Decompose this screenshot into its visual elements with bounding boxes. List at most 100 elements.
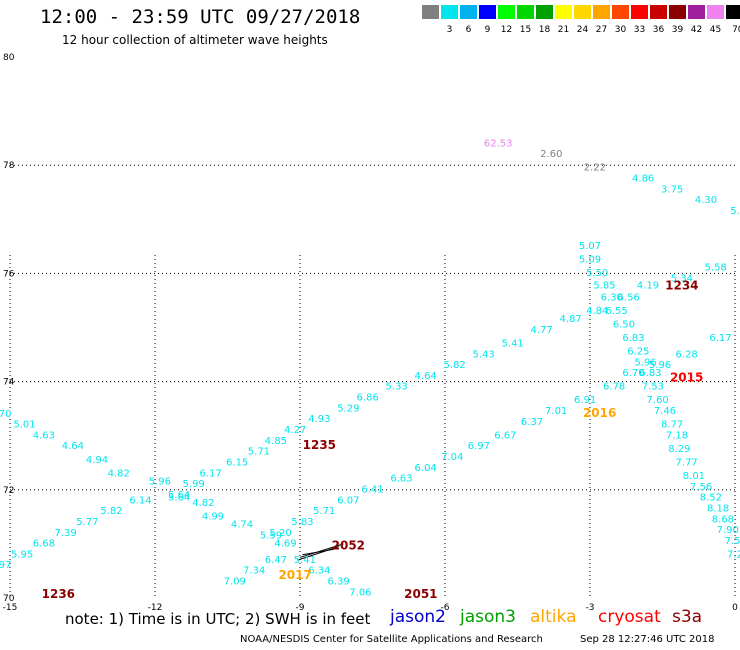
scale-label: 39 xyxy=(671,25,684,35)
swh-value: 7.46 xyxy=(654,406,676,417)
scale-label: 45 xyxy=(709,25,722,35)
swh-value: 5.71 xyxy=(313,506,335,517)
swh-value: 4.30 xyxy=(695,195,717,206)
swh-value: 5.96 xyxy=(149,476,171,487)
swh-value: 5.97 xyxy=(0,560,11,571)
lon-tick-label: -9 xyxy=(296,603,305,613)
scale-swatch xyxy=(555,5,572,19)
lat-tick-label: 74 xyxy=(3,378,15,388)
swh-value: 6.47 xyxy=(265,555,287,566)
swh-value: 5.96 xyxy=(634,357,656,368)
swh-value: 5.59 xyxy=(260,530,282,541)
swh-value: 6.30 xyxy=(601,292,623,303)
scale-label: 70 (ft) xyxy=(732,25,740,35)
swh-value: 8.52 xyxy=(700,493,722,504)
scale-label: 21 xyxy=(557,25,570,35)
scale-swatch xyxy=(612,5,629,19)
swh-value: 6.34 xyxy=(308,566,330,577)
scale-label: 15 xyxy=(519,25,532,35)
swh-value: 8.01 xyxy=(683,471,705,482)
scale-swatch xyxy=(460,5,477,19)
swh-value: 5.41 xyxy=(294,555,316,566)
swh-value: 6.14 xyxy=(129,495,151,506)
lon-tick-label: 0 xyxy=(732,603,738,613)
scale-swatch xyxy=(688,5,705,19)
lat-tick-label: 78 xyxy=(3,161,15,171)
scale-label: 36 xyxy=(652,25,665,35)
swh-value: 7.06 xyxy=(349,587,371,598)
swh-value: 2.22 xyxy=(584,163,606,174)
swh-value: 4.85 xyxy=(265,436,287,447)
satellite-jason3: jason3 xyxy=(460,607,516,627)
swh-value: 6.28 xyxy=(676,349,698,360)
swh-value: 4.74 xyxy=(231,520,253,531)
satellite-cryosat: cryosat xyxy=(598,607,661,627)
swh-value: 4.82 xyxy=(192,498,214,509)
swh-value: 7.34 xyxy=(243,566,265,577)
swh-value: 4.27 xyxy=(284,425,306,436)
swh-value: 7.56 xyxy=(690,482,712,493)
swh-value: 2.60 xyxy=(540,149,562,160)
swh-value: 7.60 xyxy=(647,395,669,406)
swh-value: 4.64 xyxy=(62,441,84,452)
swh-value: 6.37 xyxy=(521,417,543,428)
credit-line: NOAA/NESDIS Center for Satellite Applica… xyxy=(240,634,543,645)
swh-value: 6.83 xyxy=(622,333,644,344)
lat-tick-label: 80 xyxy=(3,53,15,63)
lon-tick-label: -3 xyxy=(586,603,595,613)
lon-tick-label: -6 xyxy=(441,603,450,613)
swh-value: 4.19 xyxy=(637,281,659,292)
swh-value: 5.07 xyxy=(579,241,601,252)
swh-value: 4.93 xyxy=(308,414,330,425)
swh-value: 7.01 xyxy=(545,406,567,417)
swh-value: 5.99 xyxy=(183,479,205,490)
swh-value: 7.53 xyxy=(642,382,664,393)
swh-value: 5.43 xyxy=(473,349,495,360)
swh-value-labels: 62.53 2.60 2.22 4.86 3.75 4.30 5. 5.07 5.09 5.50 5… xyxy=(0,138,740,598)
satellite-altika: altika xyxy=(530,607,577,627)
swh-value: 5.33 xyxy=(386,382,408,393)
swh-value: 6.70 xyxy=(622,368,644,379)
swh-value: 4.70 xyxy=(0,409,11,420)
satellite-tracks xyxy=(297,543,344,561)
scale-label: 6 xyxy=(465,25,472,35)
swh-value: 7.90 xyxy=(717,525,739,536)
satellite-s3a: s3a xyxy=(672,607,703,627)
swh-value: 5.82 xyxy=(100,506,122,517)
scale-label: 12 xyxy=(500,25,513,35)
swh-value: 4.82 xyxy=(108,468,130,479)
orbit-number: 1236 xyxy=(42,587,75,601)
scale-swatch xyxy=(441,5,458,19)
swh-value: 6.56 xyxy=(618,292,640,303)
swh-value: 6.63 xyxy=(390,474,412,485)
map-title: 12:00 - 23:59 UTC 09/27/2018 xyxy=(40,6,361,28)
swh-value: 4.77 xyxy=(531,325,553,336)
scale-swatch xyxy=(631,5,648,19)
orbit-number: 1235 xyxy=(303,438,336,452)
swh-value: 62.53 xyxy=(484,138,513,149)
swh-value: 4.86 xyxy=(632,173,654,184)
swh-value: 7.39 xyxy=(54,528,76,539)
swh-value: 6.68 xyxy=(33,539,55,550)
swh-value: 4.63 xyxy=(33,430,55,441)
swh-value: 7.09 xyxy=(224,576,246,587)
satellite-jason2: jason2 xyxy=(390,607,446,627)
swh-value: 6.55 xyxy=(605,306,627,317)
swh-value: 5.50 xyxy=(586,268,608,279)
swh-value: 8.68 xyxy=(712,514,734,525)
orbit-number-labels: 1234 2015 2016 1235 2052 2017 2051 1236 xyxy=(42,279,704,601)
lat-tick-label: 76 xyxy=(3,269,15,279)
scale-label: 30 xyxy=(614,25,627,35)
swh-value: 6.39 xyxy=(328,576,350,587)
swh-value: 5. xyxy=(730,206,740,217)
orbit-number: 2015 xyxy=(670,371,703,385)
swh-value: 6.41 xyxy=(361,485,383,496)
swh-value: 5.64 xyxy=(168,490,190,501)
lat-tick-label: 70 xyxy=(3,594,15,604)
orbit-number: 2052 xyxy=(332,538,365,552)
scale-label: 27 xyxy=(595,25,608,35)
swh-value: 7.77 xyxy=(676,457,698,468)
swh-value: 4.94 xyxy=(86,455,108,466)
track-segment xyxy=(302,548,334,556)
swh-value: 6.50 xyxy=(613,320,635,331)
